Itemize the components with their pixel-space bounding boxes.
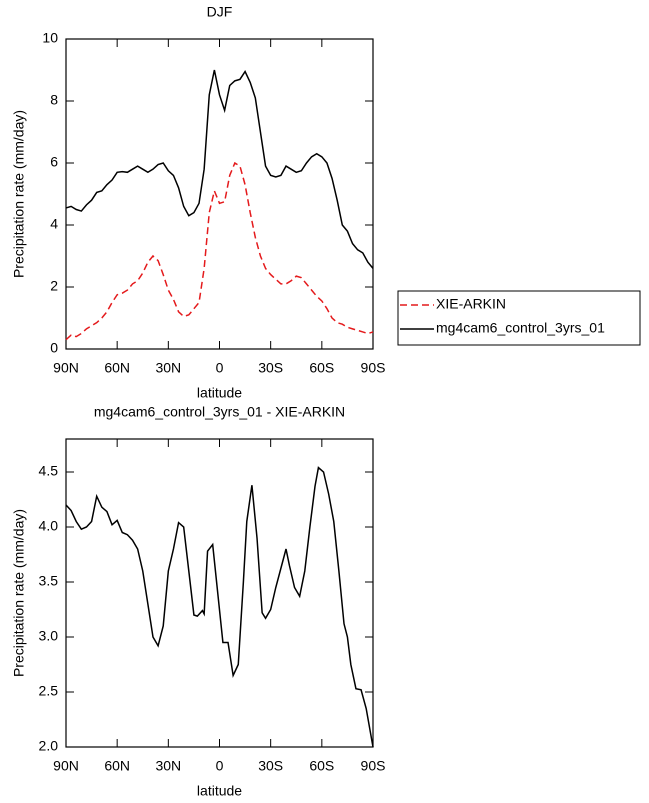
x-tick-label: 60S bbox=[309, 758, 334, 774]
y-tick-label: 4.0 bbox=[39, 518, 59, 534]
plot-frame bbox=[65, 38, 374, 350]
data-line bbox=[65, 69, 374, 269]
x-tick-label: 90N bbox=[53, 360, 79, 376]
y-tick-label: 3.0 bbox=[39, 628, 59, 644]
data-line bbox=[65, 466, 374, 748]
y-tick-label: 8 bbox=[50, 92, 58, 108]
x-tick-label: 30N bbox=[155, 758, 181, 774]
x-tick-label: 90S bbox=[361, 758, 386, 774]
y-tick-label: 2.0 bbox=[39, 738, 59, 754]
data-line bbox=[65, 161, 374, 341]
legend-label: mg4cam6_control_3yrs_01 bbox=[436, 320, 605, 336]
plot-frame bbox=[65, 438, 374, 748]
x-axis-label: latitude bbox=[197, 783, 242, 799]
x-tick-label: 90N bbox=[53, 758, 79, 774]
legend-label: XIE-ARKIN bbox=[436, 296, 506, 312]
x-tick-label: 90S bbox=[361, 360, 386, 376]
y-tick-label: 6 bbox=[50, 154, 58, 170]
x-tick-label: 60N bbox=[104, 360, 130, 376]
y-tick-label: 2 bbox=[50, 278, 58, 294]
legend-box bbox=[397, 290, 641, 346]
y-axis-label: Precipitation rate (mm/day) bbox=[11, 110, 27, 278]
x-tick-label: 60S bbox=[309, 360, 334, 376]
x-axis-label: latitude bbox=[197, 385, 242, 401]
chart-title: DJF bbox=[207, 4, 233, 20]
x-tick-label: 30S bbox=[258, 758, 283, 774]
chart-title: mg4cam6_control_3yrs_01 - XIE-ARKIN bbox=[94, 404, 345, 420]
y-tick-label: 4 bbox=[50, 216, 58, 232]
x-tick-label: 60N bbox=[104, 758, 130, 774]
x-tick-label: 30N bbox=[155, 360, 181, 376]
x-tick-label: 0 bbox=[216, 360, 224, 376]
y-tick-label: 4.5 bbox=[39, 463, 59, 479]
x-tick-label: 0 bbox=[216, 758, 224, 774]
y-tick-label: 3.5 bbox=[39, 573, 59, 589]
y-tick-label: 10 bbox=[42, 30, 58, 46]
x-tick-label: 30S bbox=[258, 360, 283, 376]
y-tick-label: 2.5 bbox=[39, 683, 59, 699]
y-axis-label: Precipitation rate (mm/day) bbox=[11, 509, 27, 677]
y-tick-label: 0 bbox=[50, 340, 58, 356]
